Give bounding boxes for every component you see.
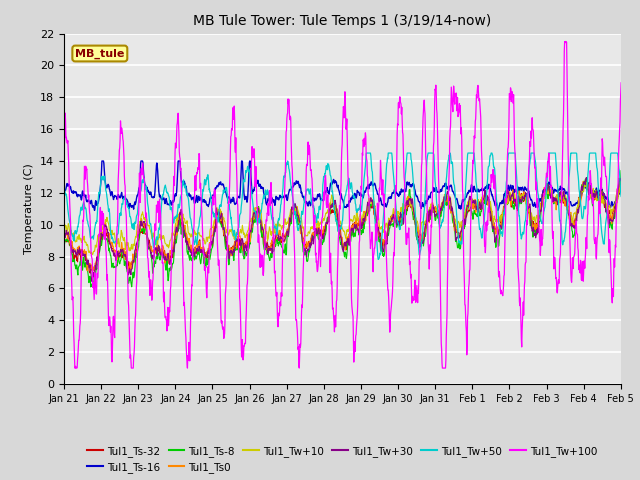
Legend: Tul1_Ts-32, Tul1_Ts-16, Tul1_Ts-8, Tul1_Ts0, Tul1_Tw+10, Tul1_Tw+30, Tul1_Tw+50,: Tul1_Ts-32, Tul1_Ts-16, Tul1_Ts-8, Tul1_… bbox=[83, 442, 602, 477]
Y-axis label: Temperature (C): Temperature (C) bbox=[24, 163, 35, 254]
Text: MB_tule: MB_tule bbox=[75, 48, 125, 59]
Title: MB Tule Tower: Tule Temps 1 (3/19/14-now): MB Tule Tower: Tule Temps 1 (3/19/14-now… bbox=[193, 14, 492, 28]
